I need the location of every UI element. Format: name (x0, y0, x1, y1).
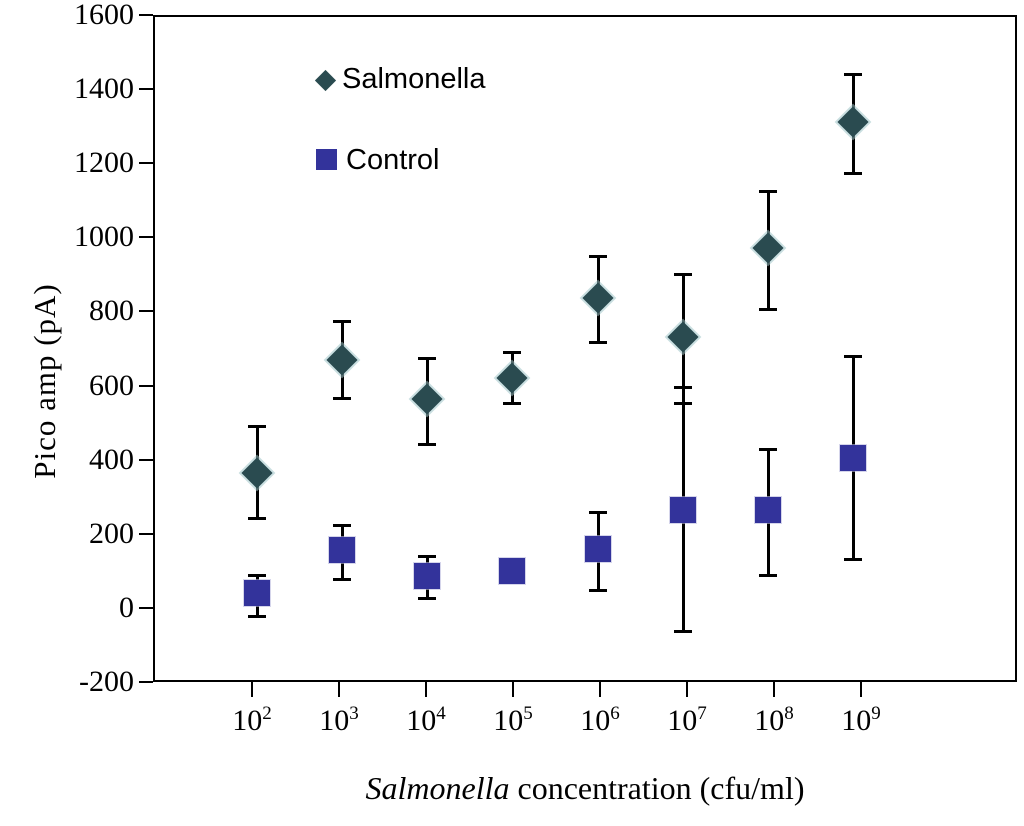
y-tick-mark (139, 310, 153, 313)
control-marker (839, 444, 866, 471)
y-tick-mark (139, 681, 153, 683)
error-bar-cap (758, 574, 777, 578)
error-bar-cap (588, 589, 607, 593)
legend-label-salmonella: Salmonella (342, 63, 486, 95)
control-marker (329, 537, 356, 564)
y-tick-label: 400 (89, 442, 134, 476)
x-tick-mark (251, 682, 253, 697)
error-bar-cap (418, 356, 437, 360)
x-tick-mark (773, 682, 775, 697)
y-tick-label: 0 (119, 590, 134, 624)
y-tick-label: -200 (79, 665, 134, 698)
x-tick-label: 106 (580, 703, 620, 737)
x-tick-mark (338, 682, 340, 697)
x-tick-label: 109 (841, 703, 881, 737)
error-bar-cap (758, 190, 777, 193)
error-bar-cap (588, 254, 607, 258)
plot-area (153, 15, 1017, 682)
control-marker (244, 580, 270, 607)
control-marker (584, 535, 611, 562)
error-bar-cap (758, 307, 777, 311)
error-bar-cap (673, 629, 692, 633)
x-tick-mark (686, 682, 688, 697)
y-tick-mark (139, 458, 153, 461)
y-tick-mark (139, 384, 153, 387)
x-axis-title-italic: Salmonella (365, 770, 510, 806)
x-tick-mark (425, 682, 427, 697)
y-tick-label: 800 (89, 294, 134, 328)
y-tick-mark (139, 606, 153, 609)
x-tick-label: 108 (754, 703, 794, 737)
error-bar-cap (843, 557, 862, 561)
y-tick-mark (139, 14, 153, 16)
y-tick-label: 1200 (74, 146, 134, 180)
x-axis-title-rest: concentration (cfu/ml) (509, 770, 805, 806)
error-bar-cap (333, 578, 352, 582)
error-bar-cap (588, 340, 607, 344)
legend-square-icon (316, 149, 337, 170)
error-bar-cap (418, 442, 437, 446)
x-axis-title: Salmonella concentration (cfu/ml) (153, 770, 1017, 807)
error-bar-cap (843, 172, 862, 176)
y-tick-label: 1400 (74, 72, 134, 106)
error-bar-cap (248, 615, 266, 619)
error-bar-cap (503, 351, 522, 355)
error-bar-cap (248, 425, 266, 429)
x-tick-mark (860, 682, 862, 697)
control-marker (669, 496, 696, 523)
legend-label-control: Control (346, 144, 440, 176)
error-bar-cap (248, 573, 266, 577)
error-bar-cap (333, 319, 352, 323)
control-marker (754, 496, 781, 523)
error-bar-cap (333, 396, 352, 400)
control-marker (499, 557, 526, 584)
y-tick-label: 1600 (74, 0, 134, 31)
error-bar-cap (588, 510, 607, 514)
error-bar-cap (673, 273, 692, 277)
y-tick-mark (139, 532, 153, 535)
x-tick-label: 105 (493, 703, 533, 737)
error-bar-cap (418, 596, 437, 600)
error-bar-cap (758, 447, 777, 451)
control-marker (414, 563, 441, 590)
error-bar-cap (333, 523, 352, 527)
x-tick-label: 107 (667, 703, 707, 737)
y-tick-label: 600 (89, 368, 134, 402)
y-tick-mark (139, 162, 153, 165)
error-bar-cap (843, 354, 862, 358)
y-tick-label: 200 (89, 516, 134, 550)
y-tick-mark (139, 236, 153, 239)
legend-item-salmonella: Salmonella (342, 63, 485, 96)
y-tick-label: 1000 (74, 220, 134, 254)
x-tick-mark (512, 682, 514, 697)
error-bar-cap (418, 555, 437, 558)
error-bar-cap (503, 402, 522, 406)
error-bar-cap (673, 386, 692, 390)
x-tick-mark (599, 682, 601, 697)
legend-item-control: Control (346, 144, 440, 177)
error-bar-cap (248, 516, 266, 520)
x-tick-label: 104 (406, 703, 446, 737)
y-tick-mark (139, 88, 153, 91)
error-bar-cap (843, 73, 862, 77)
x-tick-label: 103 (319, 703, 359, 737)
x-tick-label: 102 (232, 703, 272, 737)
